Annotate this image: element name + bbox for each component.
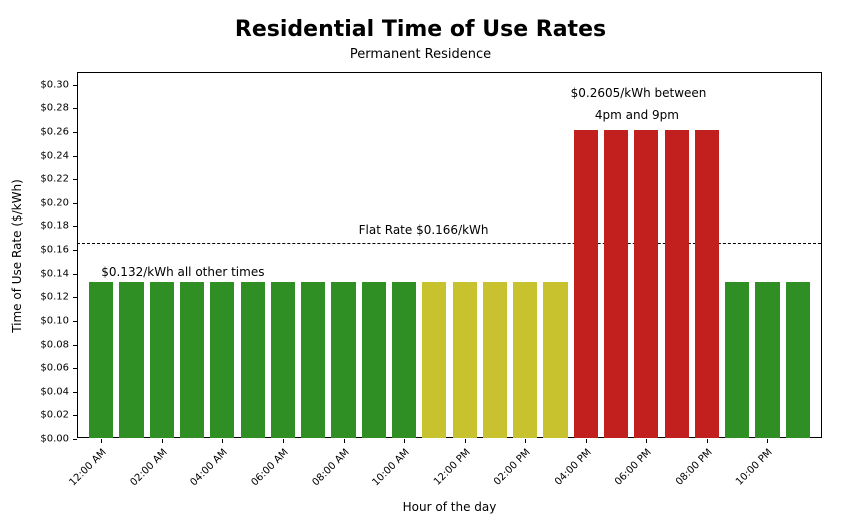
xtick-mark [222, 439, 223, 443]
y-axis-spine [77, 73, 78, 438]
ytick-mark [73, 274, 77, 275]
bar [241, 282, 265, 438]
chart-subtitle: Permanent Residence [0, 47, 841, 62]
ytick-mark [73, 203, 77, 204]
ytick-mark [73, 297, 77, 298]
y-axis-label: Time of Use Rate ($/kWh) [10, 73, 24, 439]
xtick-label: 10:00 PM [734, 447, 775, 488]
xtick-label: 02:00 AM [128, 447, 169, 488]
bar [210, 282, 234, 438]
bar [180, 282, 204, 438]
ytick-mark [73, 392, 77, 393]
bar [725, 282, 749, 438]
bar [634, 130, 658, 438]
annotation: Flat Rate $0.166/kWh [359, 223, 489, 237]
bar [89, 282, 113, 438]
ytick-label: $0.10 [40, 315, 69, 326]
ytick-mark [73, 415, 77, 416]
ytick-label: $0.08 [40, 339, 69, 350]
xtick-mark [525, 439, 526, 443]
chart-figure: Residential Time of Use Rates Permanent … [0, 0, 841, 527]
bar [301, 282, 325, 438]
ytick-mark [73, 321, 77, 322]
bar [483, 282, 507, 438]
bar [543, 282, 567, 438]
bar [392, 282, 416, 438]
xtick-label: 08:00 PM [674, 447, 715, 488]
bar [574, 130, 598, 438]
xtick-mark [586, 439, 587, 443]
ytick-mark [73, 85, 77, 86]
x-axis-label: Hour of the day [77, 500, 822, 514]
ytick-label: $0.24 [40, 150, 69, 161]
xtick-label: 08:00 AM [310, 447, 351, 488]
bar [755, 282, 779, 438]
bar [513, 282, 537, 438]
xtick-label: 04:00 AM [189, 447, 230, 488]
ytick-mark [73, 368, 77, 369]
bar [422, 282, 446, 438]
xtick-label: 12:00 PM [432, 447, 473, 488]
bar [695, 130, 719, 438]
xtick-mark [404, 439, 405, 443]
ytick-label: $0.22 [40, 174, 69, 185]
xtick-label: 02:00 PM [492, 447, 533, 488]
xtick-label: 10:00 AM [370, 447, 411, 488]
xtick-mark [283, 439, 284, 443]
xtick-mark [101, 439, 102, 443]
ytick-label: $0.26 [40, 127, 69, 138]
ytick-mark [73, 226, 77, 227]
ytick-mark [73, 439, 77, 440]
ytick-label: $0.30 [40, 79, 69, 90]
annotation: 4pm and 9pm [595, 108, 679, 122]
ytick-mark [73, 179, 77, 180]
xtick-mark [162, 439, 163, 443]
xtick-label: 06:00 PM [613, 447, 654, 488]
ytick-label: $0.20 [40, 197, 69, 208]
chart-title: Residential Time of Use Rates [0, 17, 841, 42]
annotation: $0.2605/kWh between [571, 86, 707, 100]
ytick-mark [73, 108, 77, 109]
ytick-label: $0.00 [40, 434, 69, 445]
ytick-label: $0.04 [40, 386, 69, 397]
bar [604, 130, 628, 438]
ytick-label: $0.18 [40, 221, 69, 232]
bar [362, 282, 386, 438]
ytick-mark [73, 132, 77, 133]
bar [665, 130, 689, 438]
ytick-mark [73, 345, 77, 346]
bar [331, 282, 355, 438]
xtick-label: 12:00 AM [68, 447, 109, 488]
xtick-mark [646, 439, 647, 443]
plot-area: $0.00$0.02$0.04$0.06$0.08$0.10$0.12$0.14… [77, 72, 822, 438]
xtick-mark [465, 439, 466, 443]
bar [271, 282, 295, 438]
ytick-mark [73, 156, 77, 157]
annotation: $0.132/kWh all other times [101, 265, 264, 279]
ytick-label: $0.02 [40, 410, 69, 421]
ytick-label: $0.28 [40, 103, 69, 114]
ytick-label: $0.06 [40, 363, 69, 374]
ytick-label: $0.12 [40, 292, 69, 303]
bar [150, 282, 174, 438]
xtick-label: 06:00 AM [249, 447, 290, 488]
bar [119, 282, 143, 438]
ytick-label: $0.14 [40, 268, 69, 279]
bar [786, 282, 810, 438]
ytick-mark [73, 250, 77, 251]
xtick-mark [767, 439, 768, 443]
xtick-mark [707, 439, 708, 443]
ytick-label: $0.16 [40, 245, 69, 256]
bar [453, 282, 477, 438]
xtick-mark [344, 439, 345, 443]
xtick-label: 04:00 PM [553, 447, 594, 488]
